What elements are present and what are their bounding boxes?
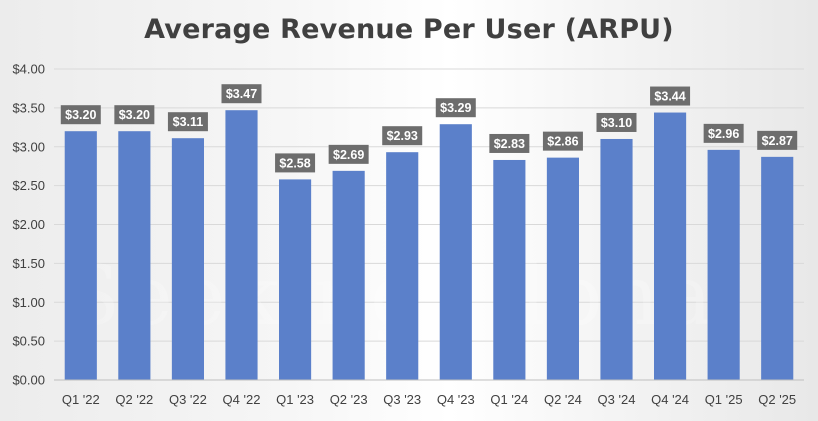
x-tick-label: Q3 '23 <box>383 392 421 407</box>
bar <box>332 170 365 380</box>
axes: $0.00 $0.50 $1.00 $1.50 $2.00 $2.50 $3.00 $3.50… <box>12 62 804 407</box>
data-label-box <box>60 105 101 125</box>
data-label: $2.58 <box>279 156 310 170</box>
bar <box>707 149 740 380</box>
bar <box>64 131 97 380</box>
y-tick-label: $3.50 <box>12 100 45 115</box>
data-label-box <box>328 144 369 164</box>
data-label: $3.10 <box>601 116 632 130</box>
bar <box>171 138 204 380</box>
data-label: $2.86 <box>547 135 578 149</box>
x-tick-label: Q1 '24 <box>490 392 528 407</box>
y-tick-label: $0.00 <box>12 373 45 388</box>
data-label-box <box>703 123 744 143</box>
data-label-box <box>382 126 423 146</box>
x-tick-label: Q3 '22 <box>169 392 207 407</box>
data-label-box <box>596 112 637 132</box>
x-tick-label: Q4 '22 <box>223 392 261 407</box>
data-label: $2.96 <box>708 127 739 141</box>
bar <box>439 124 472 380</box>
y-tick-label: $1.00 <box>12 295 45 310</box>
data-label-box <box>650 86 691 106</box>
bar <box>225 110 258 381</box>
bar <box>761 156 794 380</box>
bar <box>493 159 526 380</box>
data-label: $3.20 <box>65 108 96 122</box>
data-label: $3.20 <box>119 108 150 122</box>
data-label-box <box>489 133 530 153</box>
bar <box>386 152 419 380</box>
y-tick-label: $4.00 <box>12 62 45 77</box>
y-tick-label: $1.50 <box>12 256 45 271</box>
y-tick-label: $2.50 <box>12 178 45 193</box>
data-label: $2.69 <box>333 148 364 162</box>
x-tick-label: Q2 '23 <box>330 392 368 407</box>
data-label-box <box>275 153 316 173</box>
bar <box>654 112 687 380</box>
data-label-box <box>114 105 155 125</box>
y-tick-label: $2.00 <box>12 217 45 232</box>
data-label-box <box>542 131 583 151</box>
bars: $3.20 $3.20 $3.11 $3.47 $2.58 $2.69 $2.93 $3.29… <box>60 84 798 381</box>
data-label: $3.47 <box>226 87 257 101</box>
x-tick-label: Q2 '25 <box>758 392 796 407</box>
chart-title: Average Revenue Per User (ARPU) <box>144 14 674 45</box>
data-label-box <box>757 130 798 150</box>
x-tick-label: Q1 '22 <box>62 392 100 407</box>
data-label: $3.29 <box>440 101 471 115</box>
data-label: $3.44 <box>654 90 685 104</box>
data-label: $2.87 <box>762 134 793 148</box>
y-tick-label: $0.50 <box>12 334 45 349</box>
data-label-box <box>221 84 262 104</box>
x-tick-label: Q1 '25 <box>705 392 743 407</box>
x-tick-label: Q4 '23 <box>437 392 475 407</box>
x-tick-label: Q2 '22 <box>115 392 153 407</box>
data-label: $2.93 <box>387 129 418 143</box>
data-label-box <box>435 98 476 118</box>
x-tick-label: Q3 '24 <box>598 392 636 407</box>
bar <box>279 179 312 380</box>
data-label-box <box>167 112 208 132</box>
bar <box>118 131 151 380</box>
x-tick-label: Q2 '24 <box>544 392 582 407</box>
data-label: $2.83 <box>494 137 525 151</box>
y-tick-label: $3.00 <box>12 139 45 154</box>
data-label: $3.11 <box>173 115 204 129</box>
bar <box>546 157 579 380</box>
x-tick-label: Q4 '24 <box>651 392 689 407</box>
bar <box>600 138 633 380</box>
x-tick-label: Q1 '23 <box>276 392 314 407</box>
